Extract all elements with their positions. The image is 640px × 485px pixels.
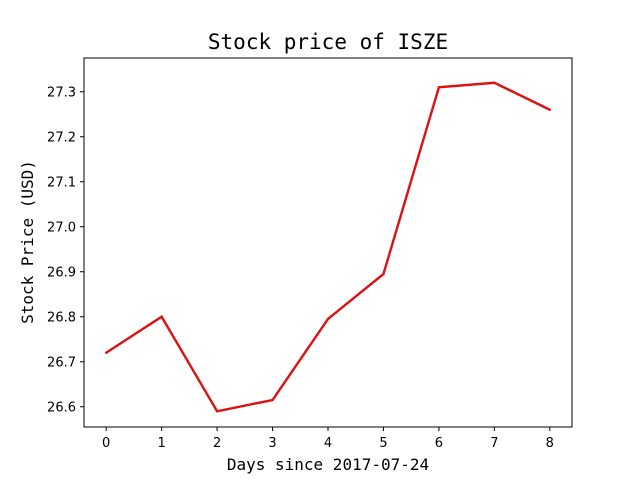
chart-title: Stock price of ISZE <box>208 30 448 54</box>
y-tick-label: 26.9 <box>47 265 76 280</box>
data-point <box>326 317 330 321</box>
data-point <box>493 81 496 84</box>
x-tick-label: 3 <box>268 436 276 451</box>
y-axis-label: Stock Price (USD) <box>18 160 37 324</box>
x-axis-label: Days since 2017-07-24 <box>227 455 429 474</box>
y-tick-label: 26.8 <box>47 310 76 325</box>
x-tick-label: 7 <box>490 436 498 451</box>
x-tick-label: 5 <box>379 436 387 451</box>
data-point <box>271 398 274 402</box>
x-tick-label: 6 <box>435 436 443 451</box>
data-point <box>548 108 552 111</box>
x-tick-label: 0 <box>102 436 110 451</box>
data-point <box>160 315 163 318</box>
x-tick-label: 4 <box>324 436 332 451</box>
y-tick-label: 27.3 <box>47 85 76 100</box>
series-line <box>105 81 551 413</box>
data-point <box>437 86 441 89</box>
x-tick-label: 8 <box>546 436 554 451</box>
x-tick-label: 1 <box>157 436 165 451</box>
x-axis-ticks: 0 1 2 3 4 5 6 7 8 <box>102 427 554 451</box>
y-tick-label: 27.1 <box>47 175 76 190</box>
y-axis-ticks: 26.6 26.7 26.8 26.9 27.0 27.1 27.2 27.3 <box>47 85 84 415</box>
y-tick-label: 27.0 <box>47 220 76 235</box>
y-tick-label: 26.6 <box>47 400 76 415</box>
data-point <box>215 410 219 413</box>
data-point <box>104 351 108 354</box>
data-point <box>382 272 385 276</box>
x-tick-label: 2 <box>213 436 221 451</box>
y-tick-label: 26.7 <box>47 355 76 370</box>
series-layer <box>104 81 552 413</box>
plot-area-frame <box>83 57 573 428</box>
y-tick-label: 27.2 <box>47 130 76 145</box>
